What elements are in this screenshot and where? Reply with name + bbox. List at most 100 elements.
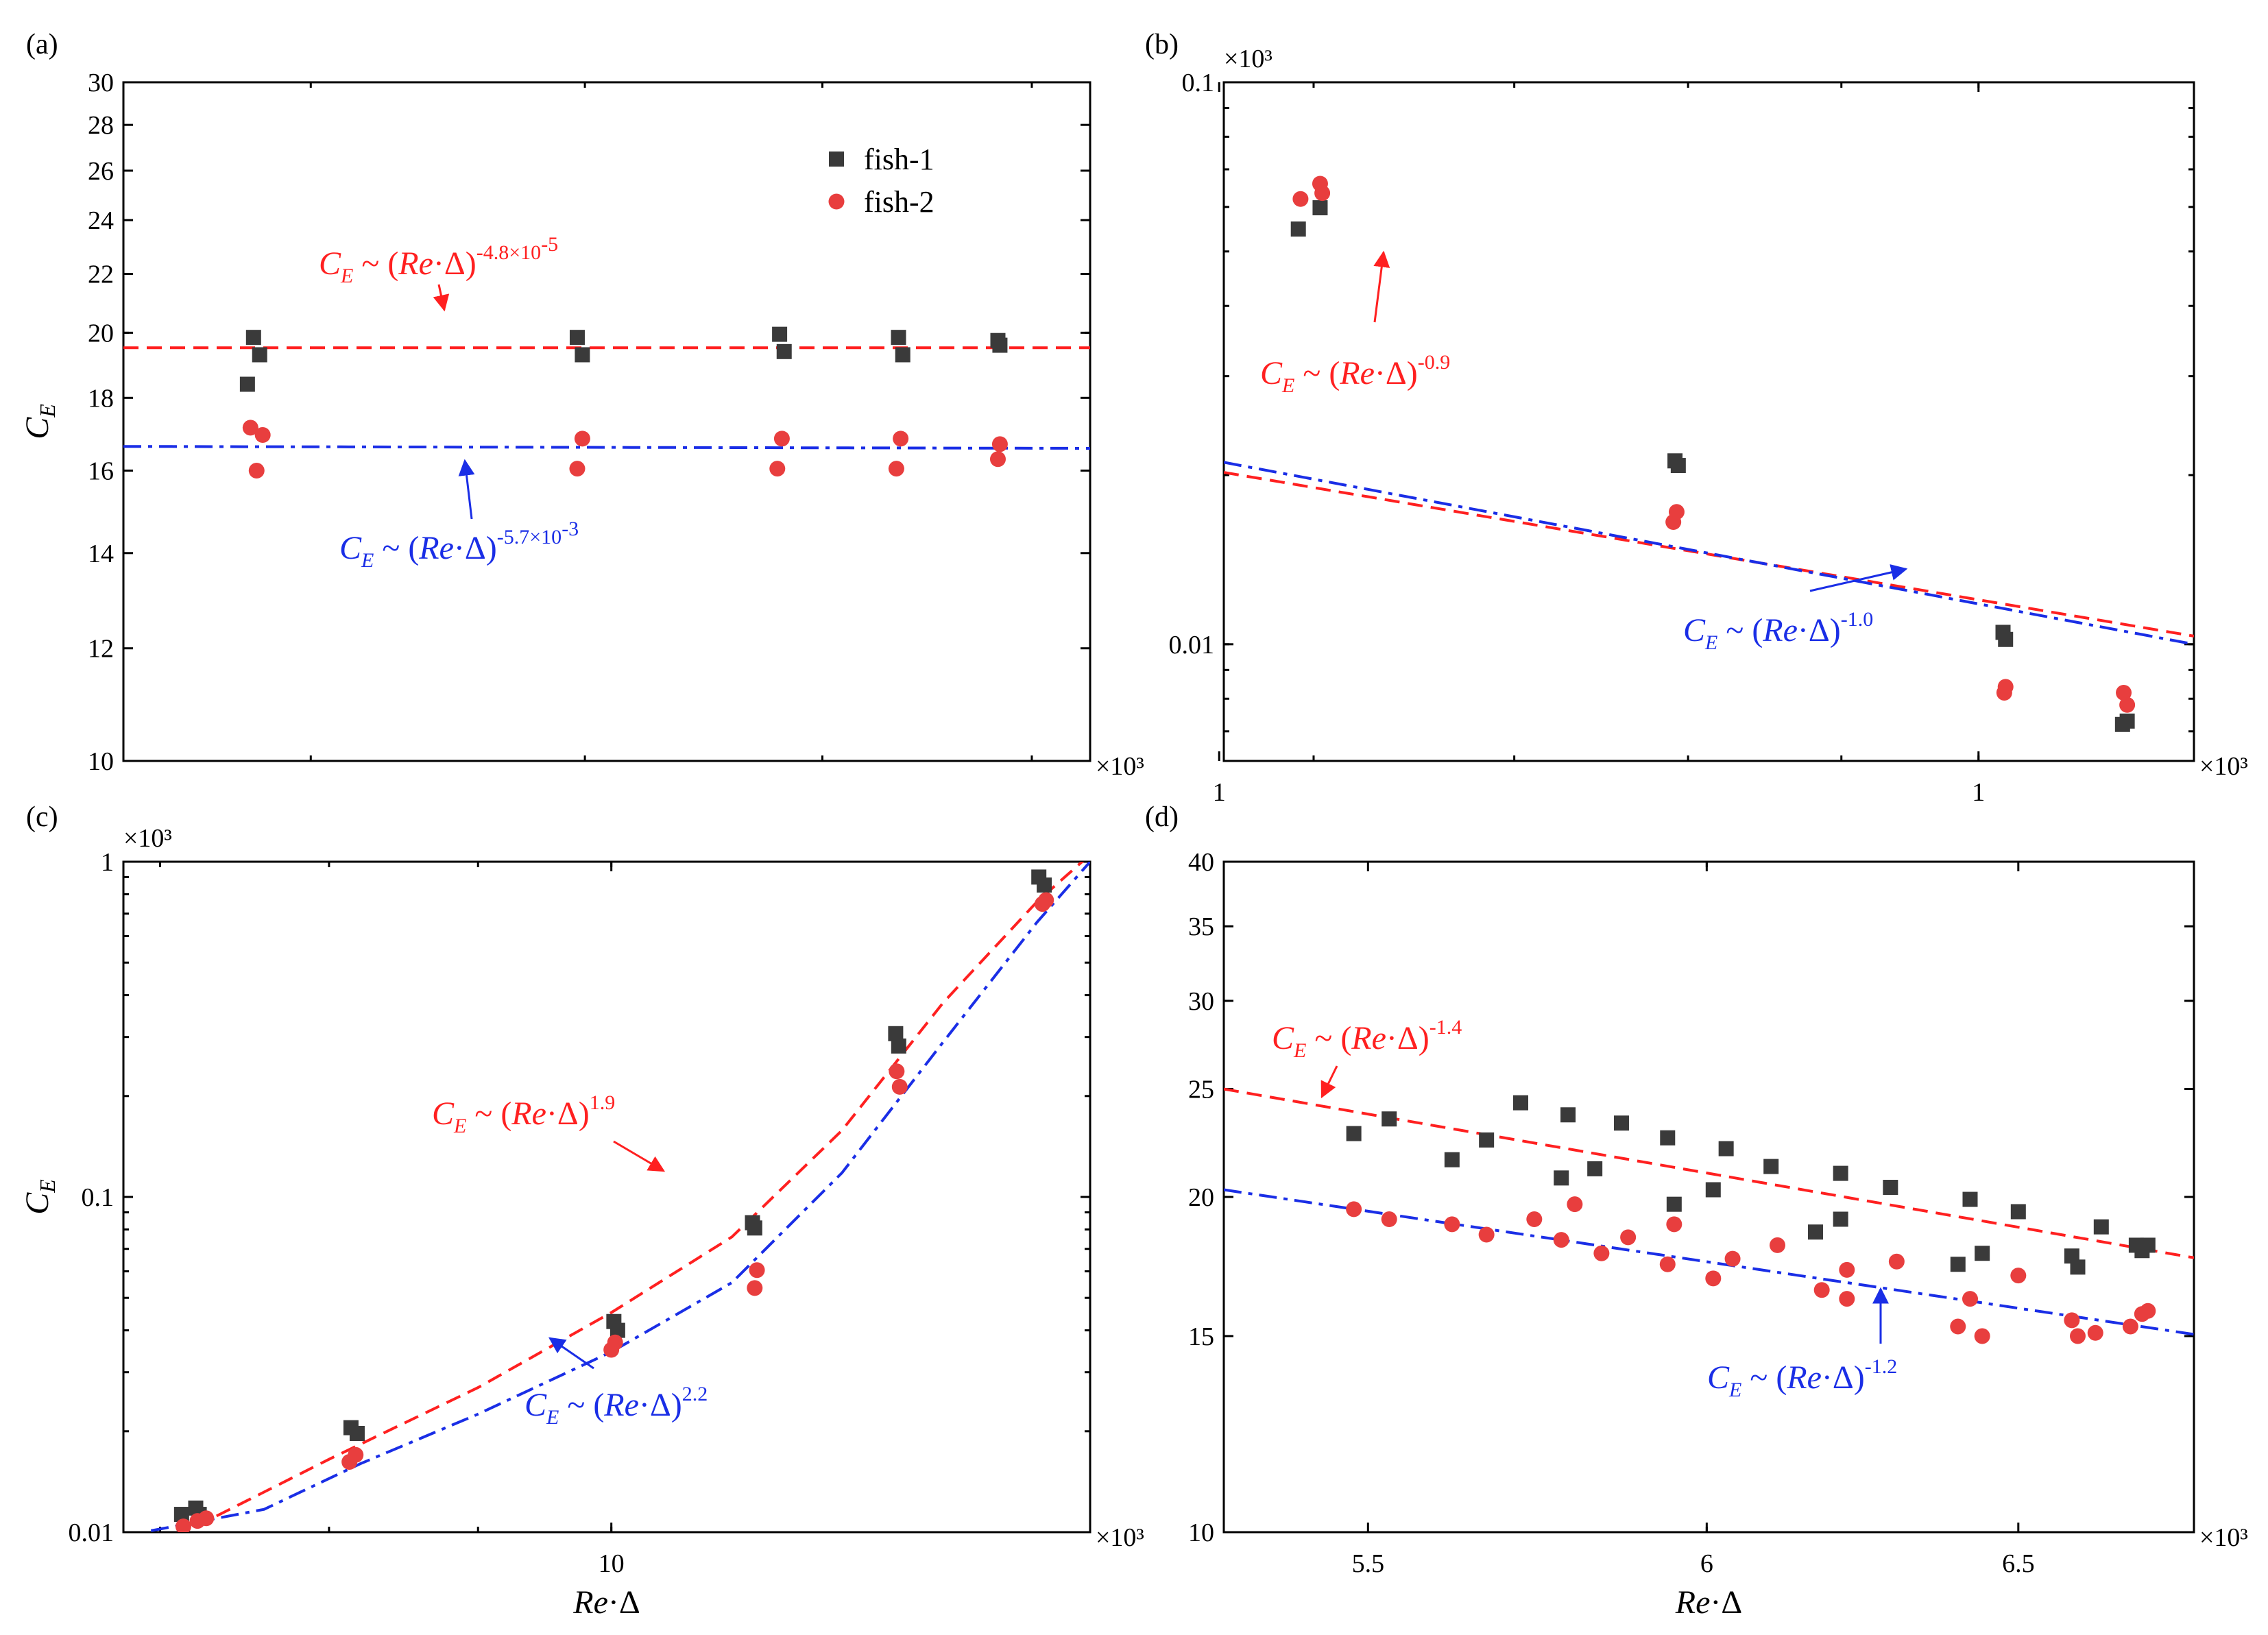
data-point-fish-1 bbox=[1382, 1111, 1397, 1127]
fit-equation-blue: CE ~ (Re·Δ)-1.0 bbox=[1683, 608, 1873, 654]
fit-equation-blue: CE ~ (Re·Δ)-5.7×10-3 bbox=[339, 518, 579, 572]
data-point-fish-2 bbox=[1038, 892, 1054, 908]
x-axis-label: Re·Δ bbox=[572, 1584, 640, 1621]
fit-equation-blue: CE ~ (Re·Δ)-1.2 bbox=[1707, 1355, 1897, 1401]
data-point-fish-2 bbox=[1444, 1216, 1460, 1233]
axes-frame bbox=[122, 860, 1091, 1534]
data-point-fish-1 bbox=[888, 1026, 904, 1041]
data-point-fish-2 bbox=[1526, 1211, 1543, 1227]
y-tick-label: 14 bbox=[88, 540, 114, 568]
annotation-arrow-blue bbox=[458, 459, 475, 520]
data-point-fish-2 bbox=[2116, 684, 2132, 701]
data-point-fish-2 bbox=[889, 1063, 905, 1080]
data-point-fish-1 bbox=[1513, 1095, 1529, 1111]
data-point-fish-1 bbox=[1950, 1257, 1966, 1272]
data-point-fish-1 bbox=[891, 1038, 906, 1054]
data-point-fish-1 bbox=[610, 1322, 625, 1338]
annotation-arrow-red bbox=[1320, 1065, 1338, 1099]
data-point-fish-1 bbox=[1807, 1224, 1823, 1240]
fit-equation-red: CE ~ (Re·Δ)1.9 bbox=[432, 1091, 615, 1137]
legend-marker-fish-1 bbox=[829, 152, 844, 167]
data-point-fish-1 bbox=[1312, 200, 1328, 216]
x-tick-label: 10 bbox=[599, 1549, 625, 1578]
data-point-fish-2 bbox=[348, 1446, 364, 1463]
x-tick-label: 6.5 bbox=[2002, 1549, 2035, 1578]
annotation-arrow-red bbox=[613, 1140, 666, 1172]
x-multiplier: ×10³ bbox=[1096, 1523, 1144, 1552]
data-point-fish-2 bbox=[1839, 1261, 1855, 1278]
panel-label: (d) bbox=[1145, 801, 1179, 833]
data-point-fish-1 bbox=[1037, 877, 1052, 893]
annotation-arrow-blue bbox=[548, 1337, 594, 1370]
plot-area bbox=[1224, 175, 2194, 732]
x-axis-label: Re·Δ bbox=[1675, 1584, 1742, 1621]
data-point-fish-2 bbox=[1346, 1201, 1362, 1218]
data-point-fish-1 bbox=[1613, 1115, 1629, 1131]
data-point-fish-2 bbox=[569, 461, 586, 477]
data-point-fish-2 bbox=[2064, 1312, 2080, 1329]
y-tick-label: 10 bbox=[88, 747, 114, 776]
y-tick-label: 16 bbox=[88, 457, 114, 485]
x-multiplier: ×10³ bbox=[1096, 752, 1144, 781]
axes-frame bbox=[122, 81, 1091, 762]
data-point-fish-2 bbox=[1593, 1245, 1610, 1261]
data-point-fish-1 bbox=[1554, 1170, 1569, 1186]
panel-label: (b) bbox=[1145, 29, 1179, 60]
fit-line-blue bbox=[1224, 1188, 2194, 1336]
data-point-fish-2 bbox=[1314, 185, 1331, 202]
data-point-fish-1 bbox=[891, 330, 906, 346]
annotation-arrow-red bbox=[1373, 250, 1390, 323]
x-multiplier: ×10³ bbox=[2199, 1523, 2248, 1552]
plot-area bbox=[1224, 1087, 2194, 1344]
y-tick-label: 40 bbox=[1188, 848, 1214, 877]
data-point-fish-1 bbox=[2119, 713, 2135, 729]
fit-equation-blue: CE ~ (Re·Δ)2.2 bbox=[524, 1383, 708, 1429]
data-point-fish-1 bbox=[252, 347, 267, 363]
data-point-fish-1 bbox=[239, 376, 255, 392]
y-tick-label: 12 bbox=[88, 635, 114, 664]
data-point-fish-1 bbox=[1718, 1141, 1734, 1156]
fit-line-blue bbox=[1224, 461, 2194, 646]
legend-marker-fish-2 bbox=[828, 193, 845, 210]
fit-line-blue bbox=[123, 445, 1090, 450]
data-point-fish-1 bbox=[2140, 1237, 2156, 1253]
data-point-fish-1 bbox=[2093, 1219, 2109, 1235]
plot-area bbox=[123, 326, 1090, 479]
data-point-fish-2 bbox=[1567, 1196, 1583, 1213]
y-axis-label: CE bbox=[19, 404, 60, 439]
data-point-fish-2 bbox=[1292, 191, 1309, 207]
data-point-fish-1 bbox=[1833, 1211, 1848, 1227]
data-point-fish-2 bbox=[2010, 1268, 2027, 1284]
data-point-fish-2 bbox=[1659, 1256, 1676, 1272]
fit-line-blue bbox=[150, 862, 1090, 1532]
data-point-fish-1 bbox=[747, 1220, 762, 1236]
data-point-fish-1 bbox=[1763, 1159, 1779, 1174]
data-point-fish-1 bbox=[2010, 1204, 2026, 1220]
y-tick-label: 18 bbox=[88, 384, 114, 413]
legend-label-fish-2: fish-2 bbox=[864, 185, 934, 219]
y-multiplier: ×10³ bbox=[1224, 45, 1272, 73]
data-point-fish-1 bbox=[1346, 1126, 1362, 1141]
y-tick-label: 30 bbox=[88, 69, 114, 97]
y-tick-label: 0.01 bbox=[69, 1518, 114, 1547]
data-point-fish-2 bbox=[991, 436, 1008, 452]
data-point-fish-1 bbox=[1670, 458, 1686, 474]
data-point-fish-2 bbox=[1668, 504, 1685, 520]
data-point-fish-2 bbox=[1813, 1282, 1830, 1298]
data-point-fish-2 bbox=[254, 426, 271, 443]
data-point-fish-1 bbox=[1833, 1165, 1848, 1181]
data-point-fish-1 bbox=[349, 1426, 365, 1442]
panel-2: (c) 10 0.01 0.1 1 ×10³ ×10³ CE Re·Δ bbox=[19, 801, 1144, 1621]
y-tick-label: 35 bbox=[1188, 912, 1214, 941]
annotation-arrow-red bbox=[433, 284, 450, 312]
data-point-fish-1 bbox=[2070, 1259, 2086, 1275]
data-point-fish-2 bbox=[1705, 1270, 1722, 1287]
y-tick-label: 25 bbox=[1188, 1076, 1214, 1104]
data-point-fish-1 bbox=[772, 326, 788, 342]
data-point-fish-2 bbox=[1769, 1237, 1785, 1253]
x-tick-label: 1 bbox=[1213, 778, 1226, 807]
panel-0: (a) 1 10 12 14 16 18 20 22 24 26 28 30 ×10³ CE fish-1 fi… bbox=[19, 29, 1226, 807]
data-point-fish-2 bbox=[2087, 1324, 2103, 1341]
data-point-fish-1 bbox=[245, 330, 261, 346]
data-point-fish-1 bbox=[1962, 1191, 1978, 1207]
